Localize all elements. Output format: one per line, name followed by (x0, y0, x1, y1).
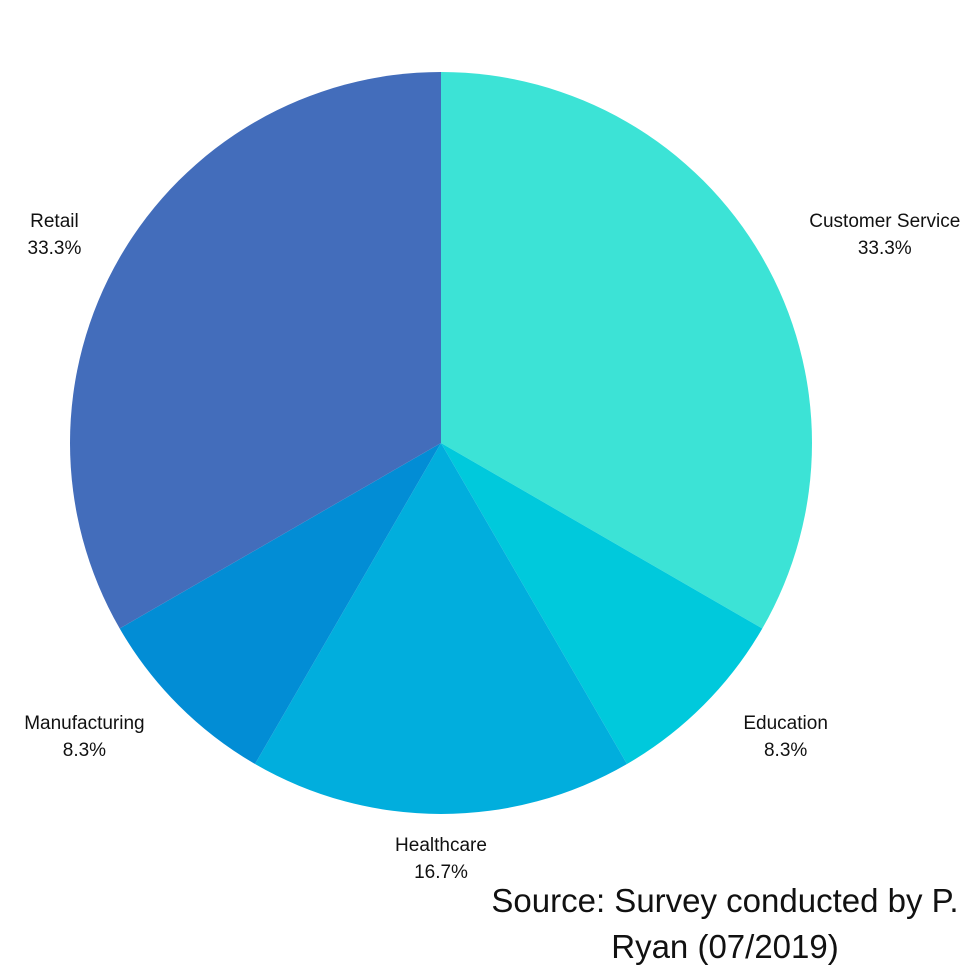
slice-label: Retail (30, 211, 79, 232)
pie-slice (69, 72, 441, 629)
source-note: Source: Survey conducted by P. Ryan (07/… (491, 882, 959, 965)
value-label: 8.3% (764, 740, 807, 761)
slice-label: Manufacturing (24, 713, 144, 734)
pie-slice (441, 72, 812, 629)
value-label: 33.3% (858, 238, 912, 259)
slice-label: Education (743, 713, 828, 734)
value-label: 33.3% (28, 238, 82, 259)
pie-slice (119, 443, 441, 765)
pie-slice (441, 443, 763, 765)
value-label: 16.7% (414, 862, 468, 883)
slice-label: Customer Service (809, 211, 960, 232)
value-label: 8.3% (63, 740, 106, 761)
pie-slice (254, 443, 628, 815)
slice-label: Healthcare (395, 835, 487, 856)
